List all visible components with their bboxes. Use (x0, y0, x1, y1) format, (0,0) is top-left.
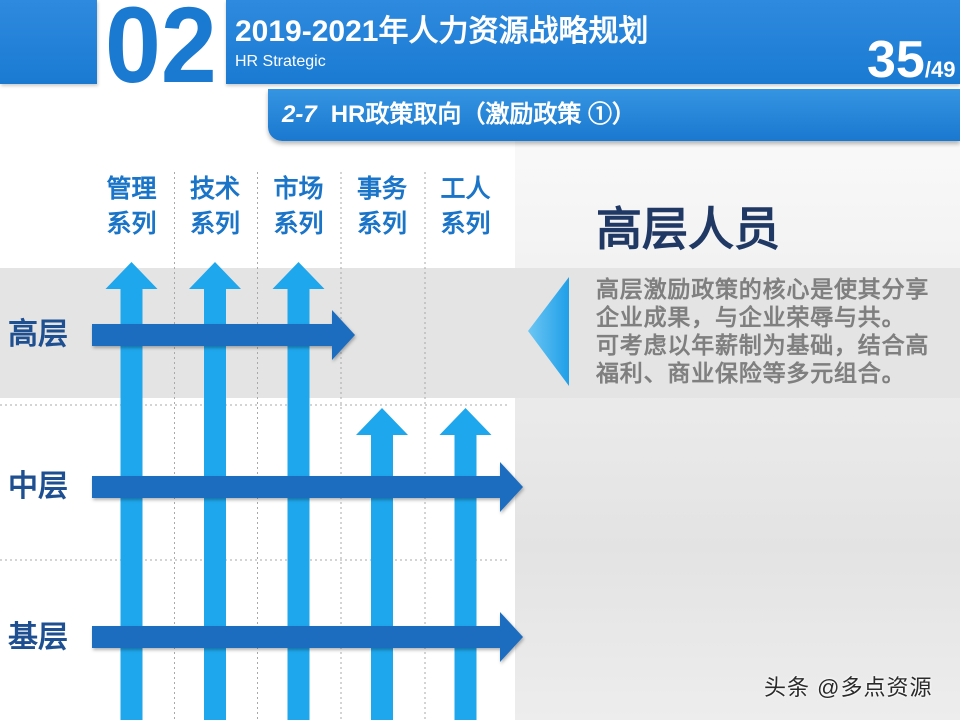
column-header-line: 系列 (356, 210, 407, 238)
column-header-line: 技术 (189, 175, 240, 203)
row-right-arrow (92, 310, 355, 360)
callout-line: 高层激励政策的核心是使其分享 (596, 276, 930, 302)
subheader-title: HR政策取向（激励政策 ①） (330, 101, 637, 128)
column-header-worker: 工人 系列 (424, 172, 508, 242)
column-up-arrow (439, 408, 492, 720)
section-number: 02 (105, 0, 217, 105)
header-left-block (0, 0, 97, 84)
column-header-line: 市场 (273, 175, 324, 203)
callout-body: 高层激励政策的核心是使其分享 企业成果，与企业荣辱与共。 可考虑以年薪制为基础，… (596, 275, 958, 387)
callout-line: 可考虑以年薪制为基础，结合高 (596, 332, 930, 358)
column-header-administrative: 事务 系列 (340, 172, 424, 242)
callout-pointer-triangle (528, 277, 569, 386)
row-label-junior: 基层 (8, 621, 68, 654)
column-header-line: 系列 (106, 210, 157, 238)
page-number: 35/49 (867, 32, 955, 98)
column-header-line: 系列 (189, 210, 240, 238)
column-header-line: 事务 (356, 175, 407, 203)
column-header-line: 系列 (440, 210, 491, 238)
column-header-management: 管理 系列 (90, 172, 174, 242)
subheader-number: 2-7 (282, 101, 317, 128)
column-up-arrow (356, 408, 408, 720)
page-subtitle: HR Strategic (235, 53, 326, 70)
page-title: 2019-2021年人力资源战略规划 (235, 15, 649, 48)
row-arrows (92, 310, 523, 662)
column-header-line: 管理 (106, 175, 157, 203)
column-header-line: 系列 (273, 210, 324, 238)
subheader-bar: 2-7 HR政策取向（激励政策 ①） (268, 89, 960, 141)
callout-line: 企业成果，与企业荣辱与共。 (596, 304, 906, 330)
right-panel-background (515, 141, 960, 720)
callout-title: 高层人员 (596, 203, 780, 255)
row-right-arrow (92, 612, 523, 662)
row-right-arrow (92, 462, 523, 512)
column-header-marketing: 市场 系列 (257, 172, 341, 242)
row-label-senior: 高层 (8, 318, 68, 351)
watermark: 头条 @多点资源 (764, 675, 933, 700)
callout-line: 福利、商业保险等多元组合。 (596, 360, 906, 386)
page-total: /49 (924, 57, 956, 82)
row-label-middle: 中层 (8, 470, 68, 503)
column-header-line: 工人 (440, 175, 491, 203)
header-bar: 2019-2021年人力资源战略规划 HR Strategic (226, 0, 960, 84)
column-header-technical: 技术 系列 (173, 172, 257, 242)
page-current: 35 (867, 31, 925, 89)
